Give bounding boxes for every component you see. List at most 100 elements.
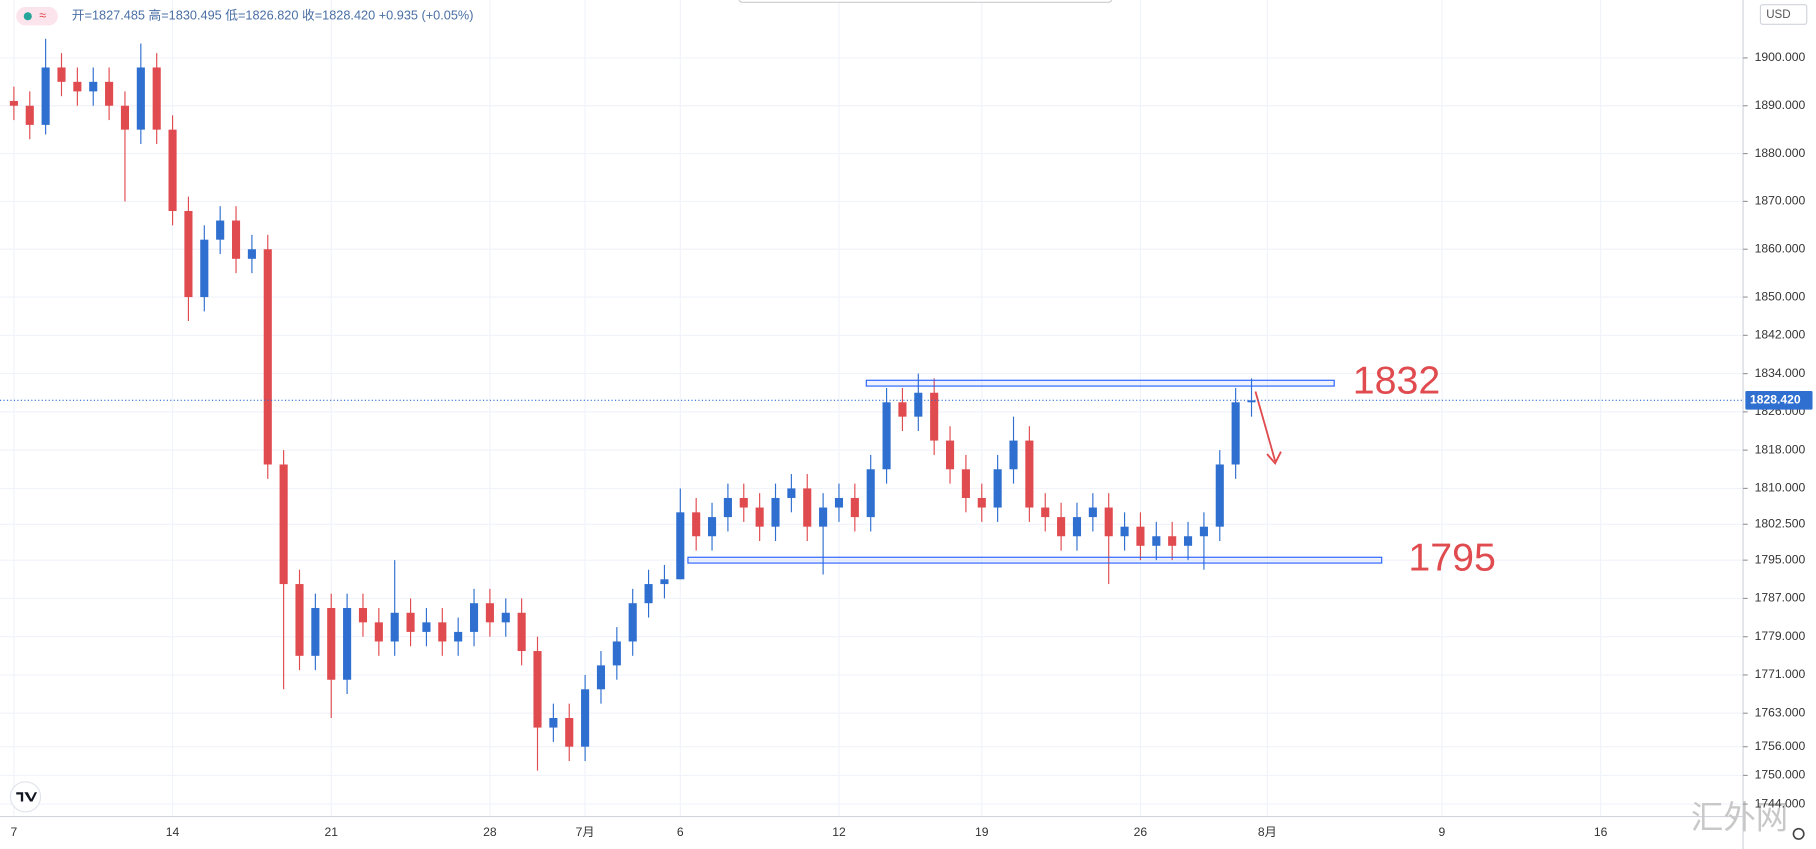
candle-body <box>120 105 130 130</box>
y-tick-label: 1880.000 <box>1755 146 1806 160</box>
candle-body <box>136 67 145 130</box>
candle-body <box>692 512 701 537</box>
x-tick-label: 14 <box>166 825 180 839</box>
candle-body <box>1072 517 1082 537</box>
candle-body <box>1041 507 1050 518</box>
x-tick-label: 7月 <box>576 825 595 839</box>
y-tick-label: 1842.000 <box>1755 328 1806 342</box>
x-tick-label: 6 <box>677 825 684 839</box>
candle-body <box>41 67 50 125</box>
candle-body <box>1088 507 1097 518</box>
x-tick-label: 21 <box>324 825 338 839</box>
candle-body <box>596 665 606 690</box>
candles <box>9 38 1256 771</box>
y-tick-label: 1834.000 <box>1755 366 1806 380</box>
currency-button[interactable] <box>1759 4 1808 25</box>
candle-body <box>200 239 209 298</box>
level-zone <box>865 379 1335 387</box>
candle-body <box>1231 402 1240 465</box>
last-price-box <box>1745 391 1813 410</box>
candle-body <box>1247 400 1256 403</box>
candle-body <box>914 392 923 417</box>
y-tick-label: 1850.000 <box>1755 289 1806 303</box>
candle-body <box>676 512 685 580</box>
x-tick-label: 7 <box>11 825 18 839</box>
candle-body <box>977 497 986 508</box>
candle-body <box>184 210 193 298</box>
candle-body <box>723 497 732 518</box>
candle-body <box>1168 536 1177 546</box>
candle-body <box>247 249 256 259</box>
y-tick-label: 1818.000 <box>1755 442 1806 456</box>
candle-body <box>961 469 970 498</box>
ohlc-header: 开=1827.485 高=1830.495 低=1826.820 收=1828.… <box>72 8 474 23</box>
candle-body <box>1199 526 1208 537</box>
status-dot <box>23 12 32 21</box>
candle-body <box>993 469 1002 508</box>
candle-body <box>168 129 177 211</box>
candle-body <box>406 612 415 632</box>
candle-body <box>358 607 368 623</box>
candle-body <box>485 603 494 623</box>
level-label: 1832 <box>1353 359 1441 403</box>
candle-body <box>216 220 225 240</box>
y-tick-label: 1802.500 <box>1755 516 1806 530</box>
candle-body <box>517 612 526 652</box>
down-arrow <box>1254 391 1282 465</box>
y-tick-label: 1795.000 <box>1755 552 1806 566</box>
candle-body <box>105 81 114 106</box>
candle-body <box>628 603 637 642</box>
candle-body <box>438 622 447 642</box>
y-tick-label: 1763.000 <box>1755 705 1806 719</box>
candle-body <box>295 584 304 656</box>
candle-body <box>739 497 748 508</box>
candle-body <box>231 220 241 259</box>
candle-body <box>866 469 875 518</box>
x-tick-label: 26 <box>1134 825 1148 839</box>
x-tick-label: 9 <box>1439 825 1446 839</box>
x-tick-label: 12 <box>832 825 846 839</box>
x-tick-label: 28 <box>483 825 497 839</box>
candle-body <box>644 584 653 604</box>
candle-body <box>803 488 812 527</box>
candle-body <box>930 392 939 441</box>
settings-icon[interactable] <box>1792 827 1805 840</box>
badge-icon: ≈ <box>39 8 46 23</box>
candle-body <box>549 718 558 728</box>
y-tick-label: 1900.000 <box>1755 50 1806 64</box>
candle-body <box>533 651 542 728</box>
y-tick-label: 1750.000 <box>1755 768 1806 782</box>
level-label: 1795 <box>1408 536 1496 580</box>
candle-body <box>374 622 383 642</box>
y-tick-label: 1810.000 <box>1755 481 1806 495</box>
x-tick-label: 8月 <box>1258 825 1277 839</box>
candle-body <box>771 497 780 527</box>
candle-body <box>1057 517 1066 537</box>
candle-body <box>755 507 764 527</box>
symbol-badge[interactable] <box>16 6 58 26</box>
tv-logo <box>9 781 42 813</box>
last-price-label: 1828.420 <box>1750 393 1801 407</box>
toolbar-tab[interactable] <box>738 0 1113 3</box>
candle-body <box>1009 440 1018 470</box>
candle-body <box>152 67 161 130</box>
candle-body <box>263 249 272 465</box>
y-tick-label: 1787.000 <box>1755 591 1806 605</box>
x-tick-label: 19 <box>975 825 989 839</box>
level-zone <box>687 556 1383 564</box>
candle-body <box>25 105 34 125</box>
currency-label: USD <box>1766 9 1790 21</box>
candle-body <box>390 612 399 642</box>
candle-body <box>501 612 510 623</box>
candle-body <box>707 517 717 537</box>
y-tick-label: 1890.000 <box>1755 98 1806 112</box>
candle-body <box>73 81 82 92</box>
candle-body <box>327 607 336 680</box>
watermark: 汇外网 <box>1691 799 1788 837</box>
candle-body <box>454 631 463 642</box>
header: ≈ 开=1827.485 高=1830.495 低=1826.820 收=182… <box>16 6 474 26</box>
candle-body <box>787 488 796 498</box>
